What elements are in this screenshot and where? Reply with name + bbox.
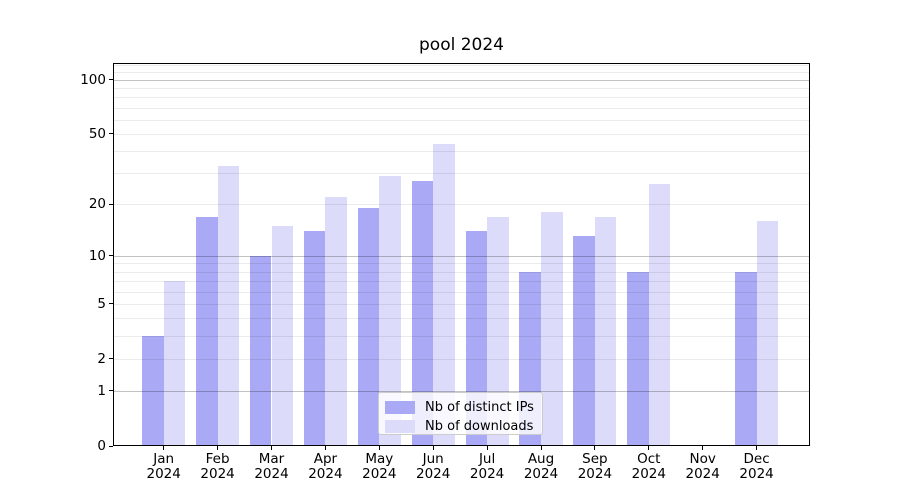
x-tick-label-mar: Mar 2024 <box>254 451 289 482</box>
bar-downloads-mar <box>271 225 294 446</box>
y-tick-5 <box>109 303 113 305</box>
minor-gridline-80 <box>113 97 810 99</box>
x-tick-apr <box>324 446 326 450</box>
y-tick-label-5: 5 <box>97 295 106 312</box>
y-tick-2 <box>109 358 113 360</box>
y-tick-label-1: 1 <box>97 382 106 399</box>
legend-swatch-distinct-ips <box>385 401 415 414</box>
major-gridline-10 <box>113 255 810 257</box>
bar-downloads-dec <box>756 221 779 446</box>
x-tick-nov <box>702 446 704 450</box>
y-tick-50 <box>109 133 113 135</box>
minor-gridline-20 <box>113 204 810 206</box>
minor-gridline-9 <box>113 263 810 265</box>
minor-gridline-3 <box>113 335 810 337</box>
x-tick-jan <box>163 446 165 450</box>
bar-ips-oct <box>627 271 649 446</box>
minor-gridline-60 <box>113 119 810 121</box>
x-tick-label-jun: Jun 2024 <box>416 451 451 482</box>
x-tick-dec <box>756 446 758 450</box>
y-tick-1 <box>109 390 113 392</box>
bar-downloads-may <box>379 175 401 446</box>
minor-gridline-4 <box>113 318 810 320</box>
minor-gridline-50 <box>113 133 810 135</box>
chart-title: pool 2024 <box>419 35 504 55</box>
legend-label-downloads: Nb of downloads <box>425 418 534 434</box>
minor-gridline-90 <box>113 87 810 89</box>
x-tick-aug <box>540 446 542 450</box>
minor-gridline-2 <box>113 358 810 360</box>
legend-item-distinct-ips: Nb of distinct IPs <box>385 398 542 417</box>
y-tick-label-10: 10 <box>88 247 106 264</box>
x-tick-jul <box>486 446 488 450</box>
bar-ips-jan <box>142 335 164 446</box>
minor-gridline-30 <box>113 173 810 175</box>
y-tick-label-2: 2 <box>97 350 106 367</box>
x-tick-label-nov: Nov 2024 <box>685 451 720 482</box>
x-tick-label-aug: Aug 2024 <box>523 451 559 482</box>
x-tick-label-jul: Jul 2024 <box>469 451 505 482</box>
y-tick-label-100: 100 <box>80 71 106 88</box>
bar-downloads-aug <box>541 212 563 446</box>
bar-ips-jun <box>411 181 434 446</box>
major-gridline-100 <box>113 79 810 81</box>
x-tick-may <box>378 446 380 450</box>
bar-downloads-jun <box>433 143 455 446</box>
x-tick-mar <box>271 446 272 450</box>
bar-ips-sep <box>573 236 595 446</box>
bar-downloads-jan <box>163 280 186 446</box>
plot-area <box>113 63 810 446</box>
x-tick-jun <box>432 446 434 450</box>
y-tick-20 <box>109 203 113 205</box>
legend: Nb of distinct IPs Nb of downloads <box>378 392 543 435</box>
x-tick-feb <box>217 446 219 450</box>
minor-gridline-40 <box>113 151 810 153</box>
x-tick-label-apr: Apr 2024 <box>308 451 343 482</box>
x-tick-oct <box>648 446 650 450</box>
y-tick-0 <box>109 445 113 447</box>
x-tick-label-dec: Dec 2024 <box>739 451 774 482</box>
y-tick-label-20: 20 <box>88 196 106 213</box>
legend-item-downloads: Nb of downloads <box>385 417 542 436</box>
bar-downloads-oct <box>648 184 671 446</box>
x-tick-label-sep: Sep 2024 <box>577 451 613 482</box>
y-tick-label-0: 0 <box>97 438 106 454</box>
x-tick-label-may: May 2024 <box>362 451 397 482</box>
minor-gridline-7 <box>113 280 810 282</box>
minor-gridline-110 <box>113 72 810 74</box>
grid-layer <box>113 63 810 446</box>
x-tick-sep <box>594 446 596 450</box>
minor-gridline-8 <box>113 271 810 273</box>
bar-downloads-feb <box>217 166 240 446</box>
bar-ips-apr <box>303 231 326 446</box>
y-tick-10 <box>109 255 113 257</box>
bar-ips-mar <box>249 255 272 446</box>
major-gridline-1 <box>113 390 810 392</box>
x-tick-label-feb: Feb 2024 <box>200 451 235 482</box>
minor-gridline-6 <box>113 291 810 293</box>
minor-gridline-5 <box>113 303 810 305</box>
y-tick-100 <box>109 79 113 81</box>
bar-downloads-sep <box>594 216 617 446</box>
bar-downloads-jul <box>487 216 509 446</box>
bar-ips-feb <box>196 216 218 446</box>
legend-label-distinct-ips: Nb of distinct IPs <box>425 399 534 415</box>
minor-gridline-120 <box>113 65 810 67</box>
bar-ips-dec <box>735 271 757 446</box>
x-tick-label-jan: Jan 2024 <box>146 451 181 482</box>
bar-downloads-apr <box>325 197 347 446</box>
x-tick-label-oct: Oct 2024 <box>631 451 666 482</box>
y-tick-label-50: 50 <box>88 125 106 142</box>
legend-swatch-downloads <box>385 420 415 433</box>
minor-gridline-70 <box>113 107 810 109</box>
bar-ips-may <box>357 208 380 446</box>
